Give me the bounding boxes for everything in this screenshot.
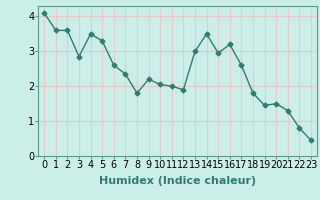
X-axis label: Humidex (Indice chaleur): Humidex (Indice chaleur): [99, 176, 256, 186]
